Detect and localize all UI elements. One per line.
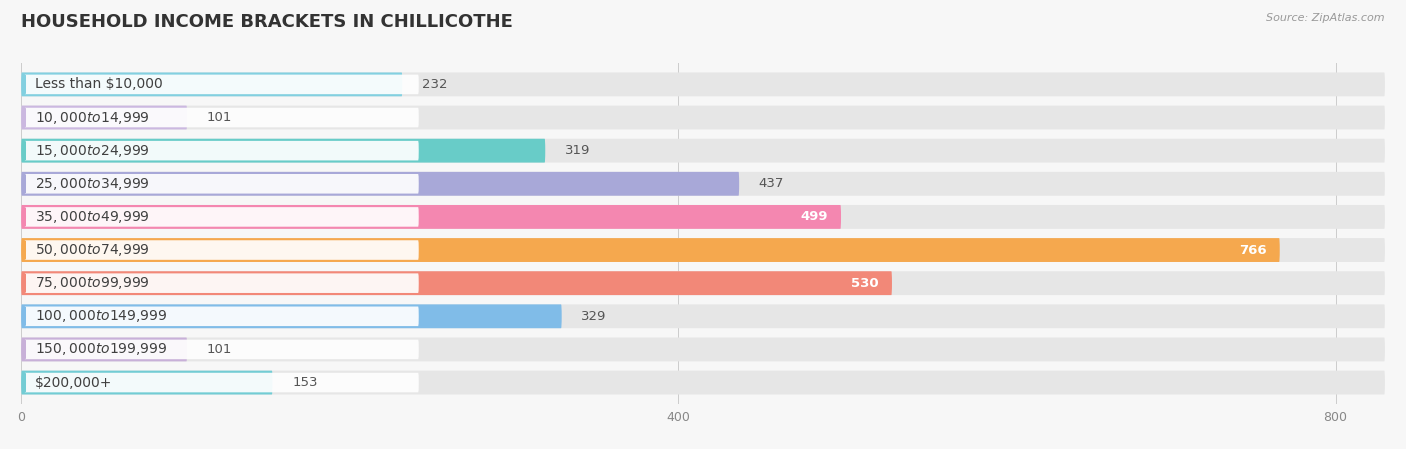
Text: $100,000 to $149,999: $100,000 to $149,999 xyxy=(35,308,167,324)
FancyBboxPatch shape xyxy=(24,75,419,94)
FancyBboxPatch shape xyxy=(24,373,419,392)
FancyBboxPatch shape xyxy=(24,240,419,260)
FancyBboxPatch shape xyxy=(21,304,1385,328)
Text: $150,000 to $199,999: $150,000 to $199,999 xyxy=(35,341,167,357)
FancyBboxPatch shape xyxy=(24,207,419,227)
FancyBboxPatch shape xyxy=(21,370,1385,395)
FancyBboxPatch shape xyxy=(21,172,1385,196)
Text: 329: 329 xyxy=(582,310,607,323)
Text: $35,000 to $49,999: $35,000 to $49,999 xyxy=(35,209,150,225)
Text: $10,000 to $14,999: $10,000 to $14,999 xyxy=(35,110,150,126)
FancyBboxPatch shape xyxy=(21,370,273,395)
Text: 101: 101 xyxy=(207,343,232,356)
Text: $200,000+: $200,000+ xyxy=(35,375,112,390)
FancyBboxPatch shape xyxy=(24,273,419,293)
FancyBboxPatch shape xyxy=(21,72,1385,97)
FancyBboxPatch shape xyxy=(24,174,419,194)
Text: 319: 319 xyxy=(565,144,591,157)
Text: HOUSEHOLD INCOME BRACKETS IN CHILLICOTHE: HOUSEHOLD INCOME BRACKETS IN CHILLICOTHE xyxy=(21,13,513,31)
FancyBboxPatch shape xyxy=(21,139,1385,163)
Text: 232: 232 xyxy=(422,78,447,91)
FancyBboxPatch shape xyxy=(24,141,419,160)
FancyBboxPatch shape xyxy=(21,271,1385,295)
FancyBboxPatch shape xyxy=(21,304,561,328)
Text: 437: 437 xyxy=(759,177,785,190)
Text: 499: 499 xyxy=(800,211,828,224)
Text: 101: 101 xyxy=(207,111,232,124)
FancyBboxPatch shape xyxy=(21,238,1279,262)
FancyBboxPatch shape xyxy=(24,108,419,128)
FancyBboxPatch shape xyxy=(21,72,402,97)
Text: Source: ZipAtlas.com: Source: ZipAtlas.com xyxy=(1267,13,1385,23)
Text: $50,000 to $74,999: $50,000 to $74,999 xyxy=(35,242,150,258)
Text: 530: 530 xyxy=(851,277,879,290)
FancyBboxPatch shape xyxy=(21,106,187,129)
Text: $15,000 to $24,999: $15,000 to $24,999 xyxy=(35,143,150,158)
Text: $25,000 to $34,999: $25,000 to $34,999 xyxy=(35,176,150,192)
Text: $75,000 to $99,999: $75,000 to $99,999 xyxy=(35,275,150,291)
FancyBboxPatch shape xyxy=(21,139,546,163)
FancyBboxPatch shape xyxy=(21,238,1385,262)
Text: 766: 766 xyxy=(1239,243,1267,256)
FancyBboxPatch shape xyxy=(21,271,891,295)
FancyBboxPatch shape xyxy=(21,205,841,229)
FancyBboxPatch shape xyxy=(21,172,740,196)
FancyBboxPatch shape xyxy=(24,307,419,326)
FancyBboxPatch shape xyxy=(21,106,1385,129)
FancyBboxPatch shape xyxy=(21,338,187,361)
FancyBboxPatch shape xyxy=(21,205,1385,229)
Text: 153: 153 xyxy=(292,376,318,389)
FancyBboxPatch shape xyxy=(21,338,1385,361)
Text: Less than $10,000: Less than $10,000 xyxy=(35,77,163,92)
FancyBboxPatch shape xyxy=(24,339,419,359)
